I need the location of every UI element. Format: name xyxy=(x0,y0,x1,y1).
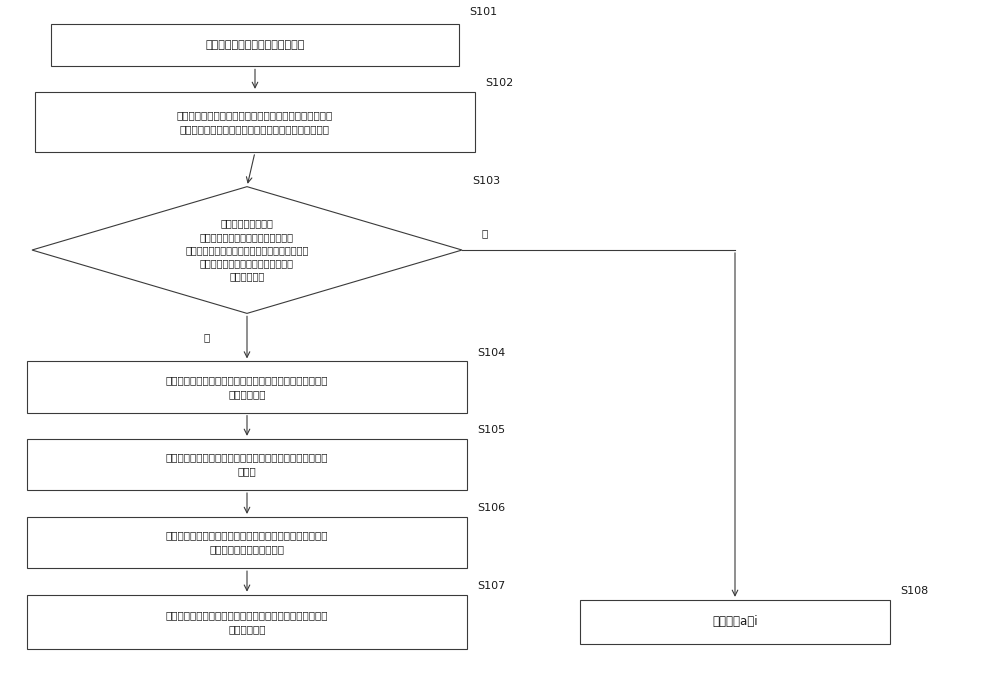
Text: 在除标准机场安全数
据库以外的机场安全数据库中查询是
否存在与第一更新标识相匹配的第二更新标识，
其中，机场安全数据库包括安全文档
库和安全评价: 在除标准机场安全数 据库以外的机场安全数据库中查询是 否存在与第一更新标识相匹配… xyxy=(185,219,309,282)
Text: S103: S103 xyxy=(472,177,500,186)
Text: 基于第二更新内容和第一更新位置对第一待更新机场安全数
据库进行更新: 基于第二更新内容和第一更新位置对第一待更新机场安全数 据库进行更新 xyxy=(166,610,328,634)
Text: S101: S101 xyxy=(469,7,497,17)
Text: 将存在第二更新标识的机场安全数据库确定为第一待更新机
场安全数据库: 将存在第二更新标识的机场安全数据库确定为第一待更新机 场安全数据库 xyxy=(166,375,328,399)
FancyBboxPatch shape xyxy=(27,595,467,649)
FancyBboxPatch shape xyxy=(27,439,467,490)
Text: S102: S102 xyxy=(485,78,513,88)
FancyBboxPatch shape xyxy=(580,600,890,644)
Text: S108: S108 xyxy=(900,586,928,596)
Text: 否: 否 xyxy=(482,227,488,238)
FancyBboxPatch shape xyxy=(35,92,475,152)
Text: 执行步骤a～i: 执行步骤a～i xyxy=(712,616,758,628)
Text: S106: S106 xyxy=(477,503,505,513)
FancyBboxPatch shape xyxy=(27,362,467,412)
FancyBboxPatch shape xyxy=(51,24,459,66)
Text: 基于第一更新标识确定第一更新内容所属的机场安全数据
库，将所属的机场安全数据库作为标准机场安全数据库: 基于第一更新标识确定第一更新内容所属的机场安全数据 库，将所属的机场安全数据库作… xyxy=(177,110,333,134)
Text: 是: 是 xyxy=(204,332,210,342)
Text: 获取第一更新内容和第一更新标识: 获取第一更新内容和第一更新标识 xyxy=(205,40,305,50)
Text: S107: S107 xyxy=(477,581,505,591)
FancyBboxPatch shape xyxy=(27,517,467,569)
Text: 基于第二更新标识确定第一待更新机场安全数据库的第一更
新位置: 基于第二更新标识确定第一待更新机场安全数据库的第一更 新位置 xyxy=(166,452,328,477)
Text: S104: S104 xyxy=(477,348,505,358)
Text: S105: S105 xyxy=(477,425,505,435)
Text: 基于第一更新内容和第一更新位置确定每个第一待更新机场
安全数据库的第二更新内容: 基于第一更新内容和第一更新位置确定每个第一待更新机场 安全数据库的第二更新内容 xyxy=(166,530,328,555)
Polygon shape xyxy=(32,186,462,314)
